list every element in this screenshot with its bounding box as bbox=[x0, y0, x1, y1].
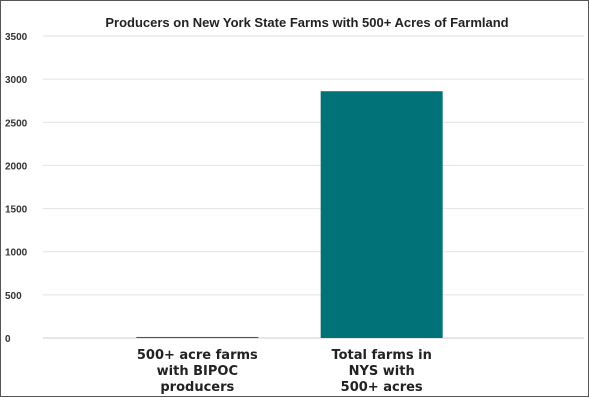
y-tick-label: 3000 bbox=[5, 75, 28, 86]
y-tick-label: 3500 bbox=[5, 32, 28, 43]
chart-title: Producers on New York State Farms with 5… bbox=[105, 15, 508, 30]
category-label-line: 500+ acre farms bbox=[137, 348, 258, 363]
y-tick-label: 0 bbox=[5, 334, 11, 345]
y-tick-label: 1500 bbox=[5, 205, 28, 216]
category-label-line: Total farms in bbox=[331, 348, 431, 363]
category-label-line: NYS with bbox=[349, 364, 415, 379]
y-tick-label: 500 bbox=[5, 291, 22, 302]
bar-0 bbox=[136, 336, 259, 338]
y-axis-ticks: 0 500 1000 1500 2000 2500 3000 3500 bbox=[5, 32, 28, 345]
y-tick-label: 2500 bbox=[5, 118, 28, 129]
gridlines bbox=[43, 35, 584, 339]
bar-1 bbox=[320, 91, 443, 338]
category-label-line: 500+ acres bbox=[341, 380, 423, 395]
y-tick-label: 1000 bbox=[5, 248, 28, 259]
bars bbox=[136, 91, 443, 338]
category-label-line: producers bbox=[160, 380, 234, 395]
y-tick-label: 2000 bbox=[5, 161, 28, 172]
category-label-line: with BIPOC bbox=[157, 364, 238, 379]
